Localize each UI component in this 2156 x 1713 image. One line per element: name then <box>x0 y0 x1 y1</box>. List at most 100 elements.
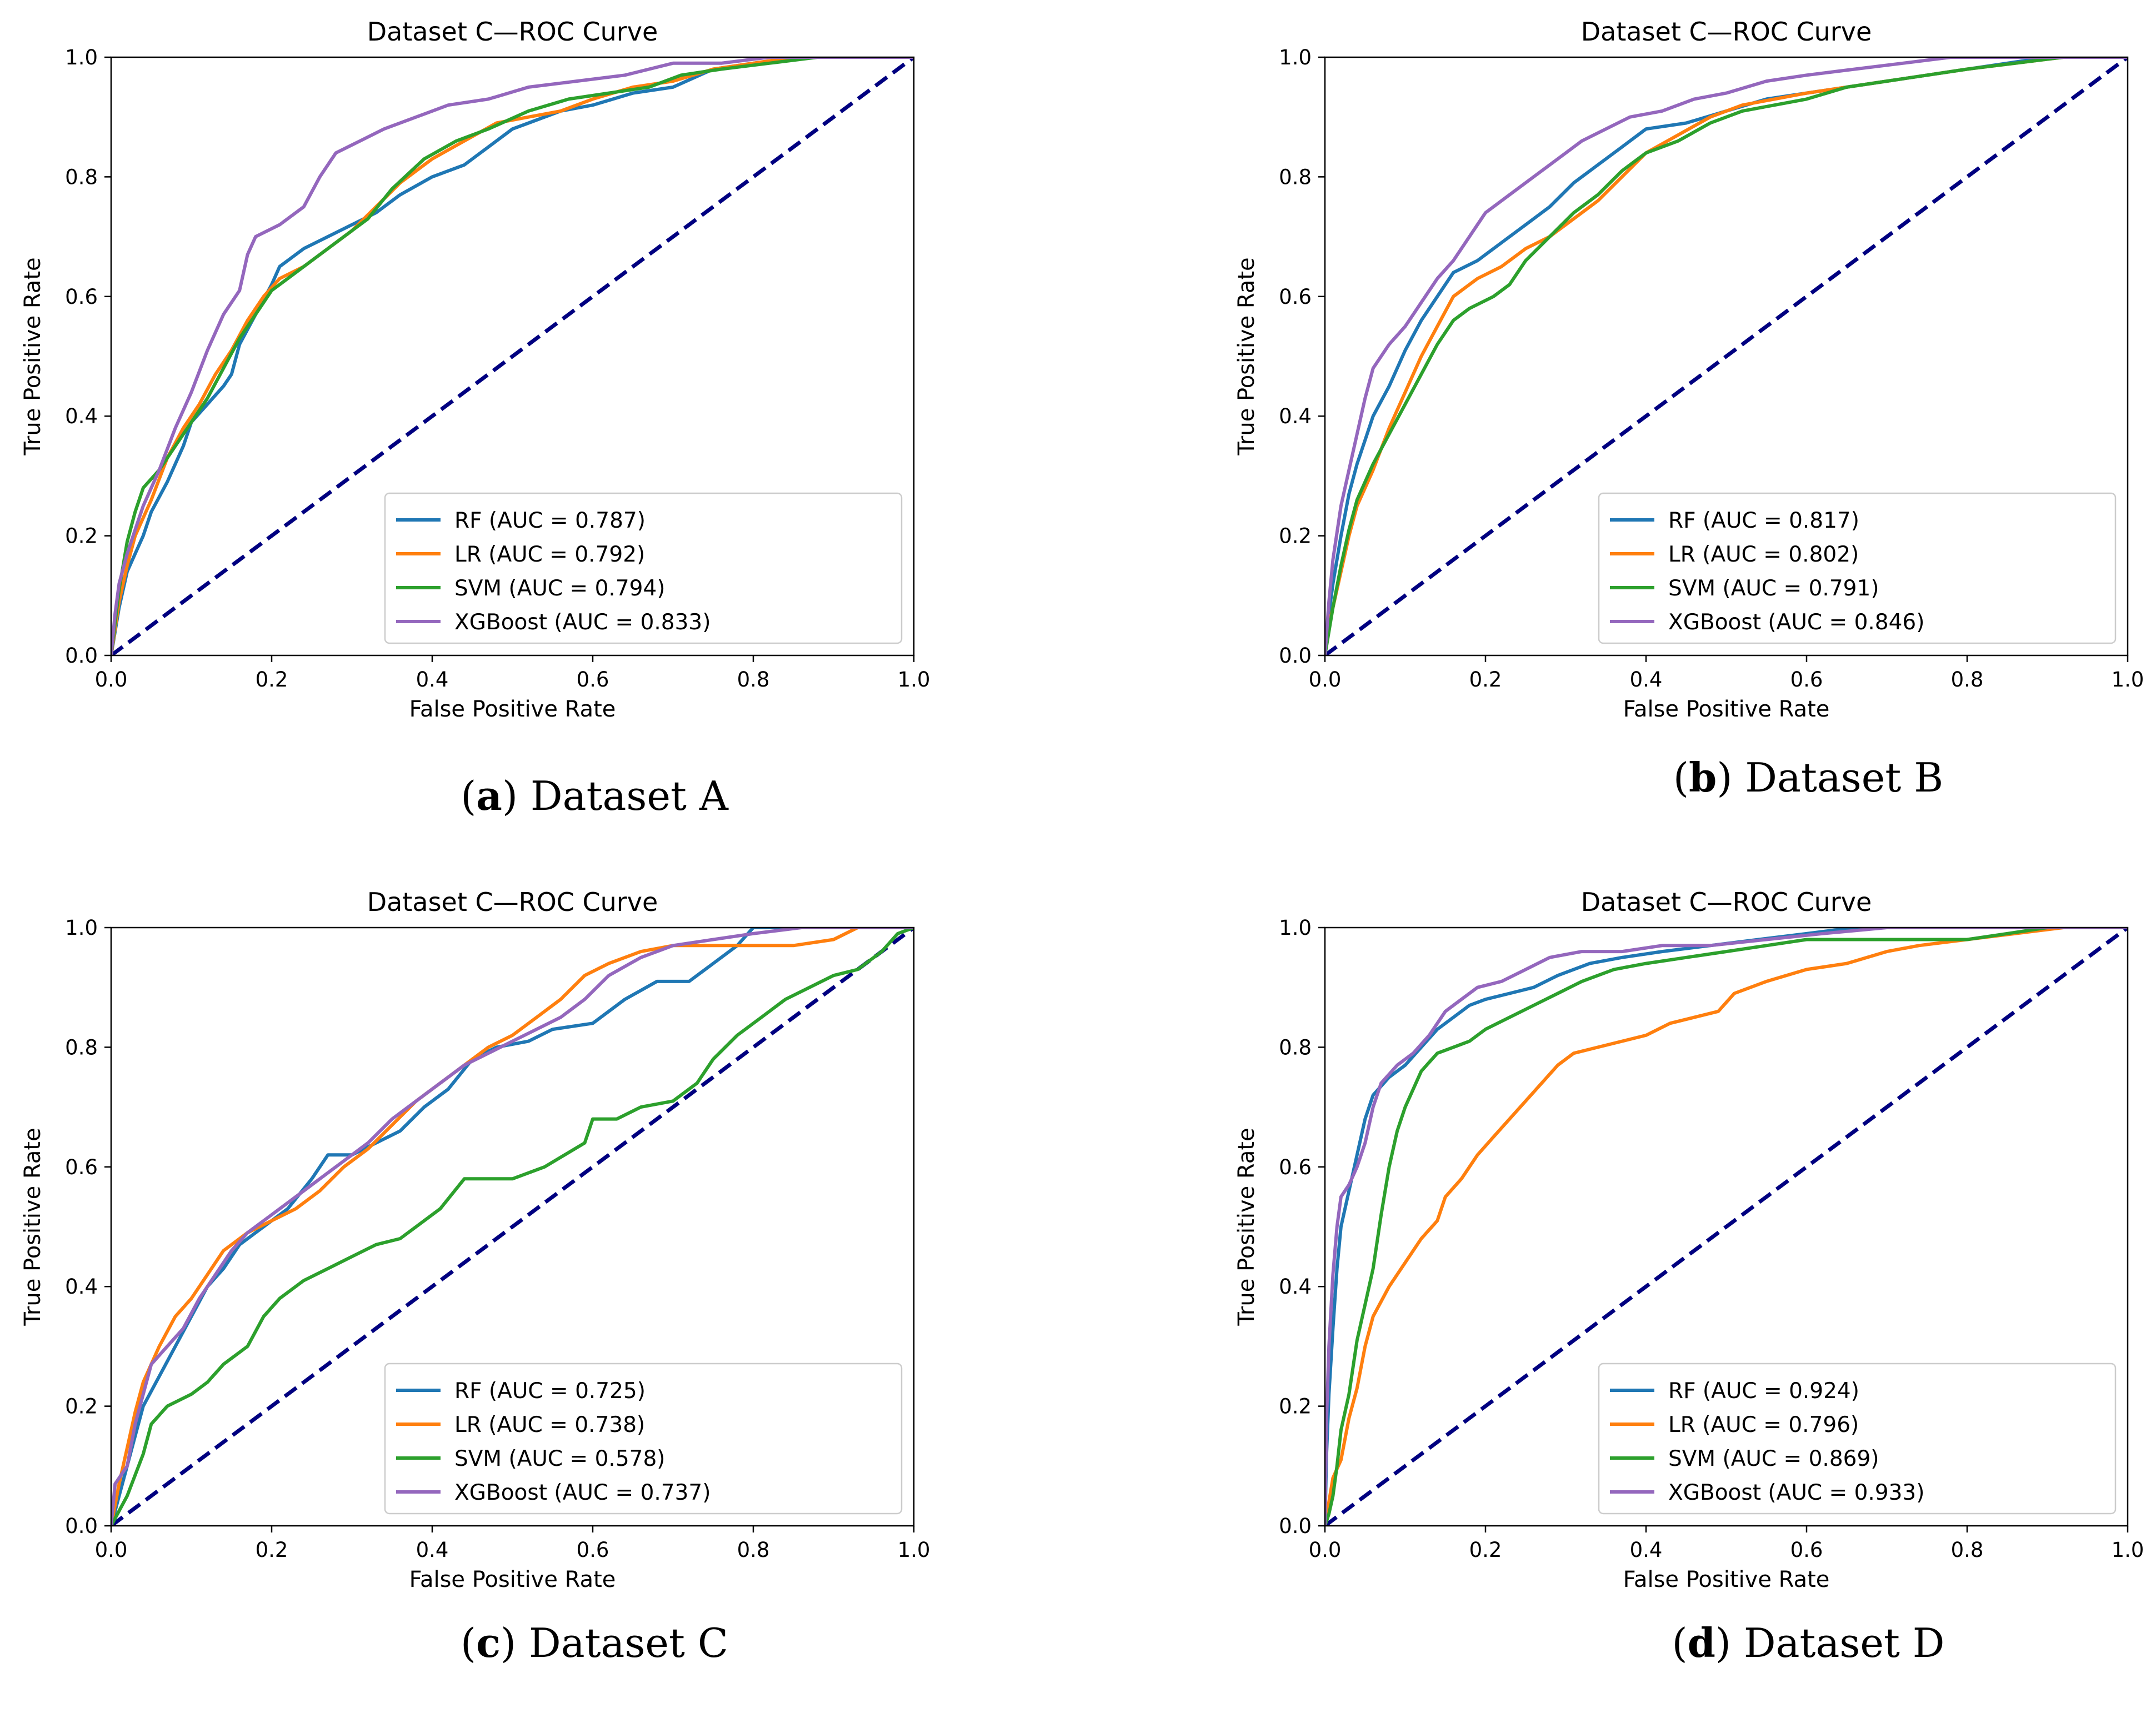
y-tick-label: 0.2 <box>1279 1395 1312 1419</box>
y-axis-label: True Positive Rate <box>1234 1128 1259 1326</box>
legend-label-lr: LR (AUC = 0.796) <box>1668 1413 1859 1437</box>
y-tick-label: 1.0 <box>65 916 98 940</box>
y-tick-label: 0.0 <box>65 1514 98 1538</box>
x-axis-label: False Positive Rate <box>1623 697 1830 722</box>
x-tick-label: 0.4 <box>1630 668 1663 692</box>
caption-text: Dataset D <box>1744 1620 1945 1666</box>
y-tick-label: 0.4 <box>65 1275 98 1299</box>
y-tick-label: 0.2 <box>65 524 98 548</box>
x-tick-label: 0.2 <box>256 1538 288 1562</box>
roc-line-rf <box>111 57 914 655</box>
roc-line-svm <box>111 928 914 1526</box>
x-tick-label: 0.6 <box>1790 1538 1823 1562</box>
y-axis-label: True Positive Rate <box>20 257 46 455</box>
panel-caption: (a) Dataset A <box>461 772 729 819</box>
y-tick-label: 0.8 <box>1279 165 1312 189</box>
roc-line-svm <box>1325 928 2128 1526</box>
x-tick-label: 0.2 <box>256 668 288 692</box>
y-tick-label: 0.4 <box>1279 1275 1312 1299</box>
legend-label-xgboost: XGBoost (AUC = 0.933) <box>1668 1480 1924 1505</box>
y-tick-label: 0.8 <box>65 1035 98 1059</box>
roc-panel-d: 0.00.0 0.2 0.2 0.4 0.4 0.6 0.6 0.8 0.8 1.0 1.0 Data… <box>1234 887 2144 1666</box>
legend-label-svm: SVM (AUC = 0.578) <box>454 1446 666 1471</box>
caption-letter: b <box>1689 754 1717 801</box>
x-tick-label: 0.6 <box>1790 668 1823 692</box>
caption-open-paren: ( <box>461 773 476 819</box>
legend-label-rf: RF (AUC = 0.817) <box>1668 508 1859 533</box>
caption-close-paren: ) <box>502 773 531 819</box>
x-tick-label: 1.0 <box>2112 1538 2144 1562</box>
roc-line-svm <box>1325 57 2128 655</box>
caption-text: Dataset B <box>1745 754 1943 801</box>
y-tick-label: 0.0 <box>1279 1514 1312 1538</box>
y-tick-label: 1.0 <box>65 46 98 69</box>
chart-title: Dataset C—ROC Curve <box>1581 17 1872 47</box>
x-tick-label: 1.0 <box>898 1538 931 1562</box>
legend: RF (AUC = 0.817) LR (AUC = 0.802) SVM (AUC… <box>1598 492 2117 644</box>
legend: RF (AUC = 0.924) LR (AUC = 0.796) SVM (AUC… <box>1598 1363 2117 1515</box>
x-tick-label: 1.0 <box>2112 668 2144 692</box>
legend-label-rf: RF (AUC = 0.787) <box>454 508 646 533</box>
y-axis-label: True Positive Rate <box>1234 257 1259 455</box>
roc-line-xgboost <box>111 57 914 655</box>
x-tick-label: 0.8 <box>1951 668 1984 692</box>
roc-line-rf <box>1325 928 2128 1526</box>
caption-text: Dataset C <box>529 1620 728 1666</box>
x-axis-label: False Positive Rate <box>409 1567 616 1592</box>
roc-line-xgboost <box>1325 57 2128 655</box>
x-tick-label: 0.0 <box>95 1538 128 1562</box>
roc-line-lr <box>111 928 914 1526</box>
roc-line-xgboost <box>1325 928 2128 1526</box>
legend-box <box>384 492 903 644</box>
x-tick-label: 1.0 <box>898 668 931 692</box>
y-tick-label: 0.4 <box>1279 404 1312 428</box>
legend-label-xgboost: XGBoost (AUC = 0.833) <box>454 610 711 635</box>
roc-line-xgboost <box>111 928 914 1526</box>
x-tick-label: 0.2 <box>1469 668 1502 692</box>
legend: RF (AUC = 0.787) LR (AUC = 0.792) SVM (AUC… <box>384 492 903 644</box>
x-tick-label: 0.0 <box>1309 1538 1342 1562</box>
axes-frame <box>1324 56 2129 657</box>
roc-line-lr <box>1325 928 2128 1526</box>
chart-title: Dataset C—ROC Curve <box>1581 887 1872 917</box>
panel-caption: (c) Dataset C <box>461 1619 728 1666</box>
caption-letter: a <box>476 772 502 819</box>
chart-title: Dataset C—ROC Curve <box>367 887 658 917</box>
y-tick-label: 1.0 <box>1279 46 1312 69</box>
x-axis-label: False Positive Rate <box>409 697 616 722</box>
legend-box <box>1598 492 2117 644</box>
caption-letter: c <box>476 1619 501 1666</box>
axes-frame <box>110 56 915 657</box>
caption-letter: d <box>1688 1619 1715 1666</box>
caption-close-paren: ) <box>1717 754 1745 801</box>
legend: RF (AUC = 0.725) LR (AUC = 0.738) SVM (AUC… <box>384 1363 903 1515</box>
x-tick-label: 0.2 <box>1469 1538 1502 1562</box>
legend-label-xgboost: XGBoost (AUC = 0.846) <box>1668 610 1924 635</box>
y-tick-label: 0.2 <box>1279 524 1312 548</box>
y-tick-label: 0.8 <box>65 165 98 189</box>
roc-line-rf <box>111 928 914 1526</box>
legend-label-svm: SVM (AUC = 0.791) <box>1668 576 1879 601</box>
chance-diagonal-line <box>1325 57 2128 655</box>
roc-panel-b: 0.00.0 0.2 0.2 0.4 0.4 0.6 0.6 0.8 0.8 1.0 1.0 Data… <box>1234 17 2144 801</box>
panel-caption: (d) Dataset D <box>1672 1619 1944 1666</box>
axes-frame <box>1324 926 2129 1527</box>
chart-title: Dataset C—ROC Curve <box>367 17 658 47</box>
y-axis-label: True Positive Rate <box>20 1128 46 1326</box>
caption-open-paren: ( <box>1672 1620 1687 1666</box>
caption-text: Dataset A <box>531 773 729 819</box>
y-tick-label: 0.6 <box>65 285 98 309</box>
x-tick-label: 0.6 <box>577 668 609 692</box>
x-tick-label: 0.8 <box>1951 1538 1984 1562</box>
panel-caption: (b) Dataset B <box>1673 754 1943 801</box>
y-tick-label: 0.6 <box>1279 285 1312 309</box>
legend-label-svm: SVM (AUC = 0.794) <box>454 576 666 601</box>
y-tick-label: 0.6 <box>1279 1155 1312 1179</box>
axes-frame <box>110 926 915 1527</box>
x-tick-label: 0.4 <box>416 668 449 692</box>
caption-close-paren: ) <box>501 1620 529 1666</box>
legend-label-xgboost: XGBoost (AUC = 0.737) <box>454 1480 711 1505</box>
legend-label-lr: LR (AUC = 0.738) <box>454 1413 645 1437</box>
legend-label-svm: SVM (AUC = 0.869) <box>1668 1446 1879 1471</box>
y-tick-label: 0.4 <box>65 404 98 428</box>
